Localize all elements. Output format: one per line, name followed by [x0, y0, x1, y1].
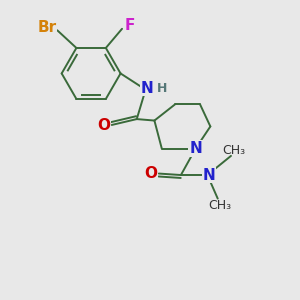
Text: CH₃: CH₃ [208, 199, 232, 212]
Text: O: O [97, 118, 110, 133]
Text: N: N [189, 141, 202, 156]
Text: Br: Br [38, 20, 56, 35]
Text: CH₃: CH₃ [222, 144, 245, 157]
Text: N: N [202, 167, 215, 182]
Text: N: N [141, 81, 153, 96]
Text: H: H [157, 82, 167, 95]
Text: F: F [124, 18, 135, 33]
Text: O: O [144, 166, 157, 181]
